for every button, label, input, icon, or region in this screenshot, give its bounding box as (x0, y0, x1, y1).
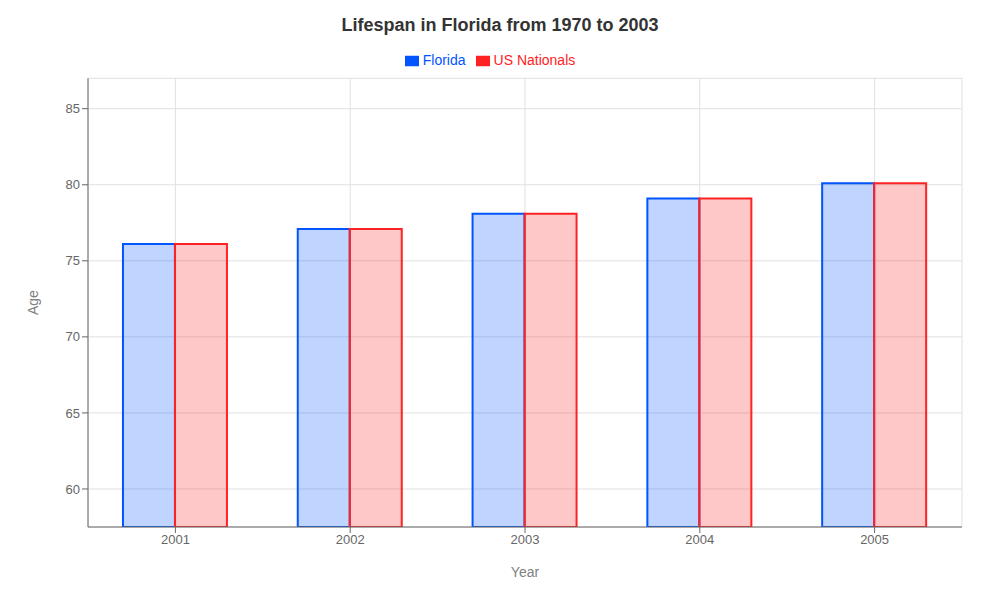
svg-text:Age: Age (25, 290, 41, 315)
svg-text:2003: 2003 (511, 532, 540, 547)
svg-text:65: 65 (66, 406, 80, 421)
html-text:Lifespan in Florida from 1970: Lifespan in Florida from 1970 to 2003 (341, 15, 659, 35)
svg-text:80: 80 (66, 177, 80, 192)
html-text:Florida: Florida (422, 52, 466, 68)
svg-text:2004: 2004 (685, 532, 714, 547)
html-text:US Nationals: US Nationals (493, 52, 576, 68)
svg-text:Year: Year (511, 564, 540, 580)
svg-text:2002: 2002 (336, 532, 365, 547)
svg-text:2001: 2001 (161, 532, 190, 547)
svg-text:60: 60 (66, 482, 80, 497)
svg-text:2005: 2005 (860, 532, 889, 547)
svg-text:75: 75 (66, 253, 80, 268)
svg-text:85: 85 (66, 101, 80, 116)
svg-text:70: 70 (66, 329, 80, 344)
